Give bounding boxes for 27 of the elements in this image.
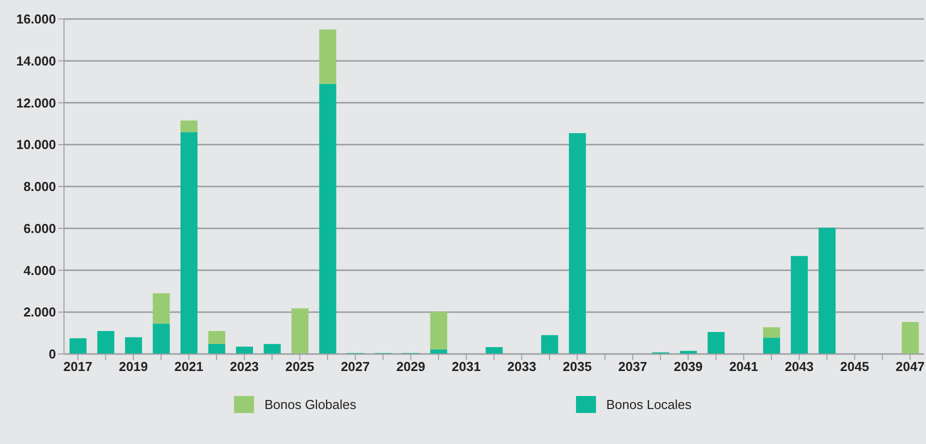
y-tick-label: 10.000 [16,137,56,152]
x-tick-label: 2031 [452,359,481,374]
x-tick-label: 2039 [674,359,703,374]
x-tick-label: 2033 [507,359,536,374]
x-tick-label: 2037 [618,359,648,374]
x-tick-label: 2021 [174,359,204,374]
y-tick-label: 12.000 [16,95,56,110]
legend-label: Bonos Globales [264,397,356,412]
x-tick-label: 2043 [784,359,814,374]
x-tick-label: 2025 [285,359,314,374]
x-tick-label: 2019 [118,359,148,374]
x-tick-label: 2027 [340,359,370,374]
y-tick-label: 14.000 [16,53,56,68]
x-tick-label: 2035 [562,359,592,374]
x-tick-label: 2041 [729,359,758,374]
x-tick-label: 2017 [63,359,92,374]
legend-label: Bonos Locales [606,397,692,412]
x-tick-label: 2023 [230,359,259,374]
y-tick-label: 8.000 [23,179,56,194]
x-tick-label: 2047 [896,359,925,374]
y-tick-label: 6.000 [23,220,56,236]
y-tick-label: 4.000 [23,262,56,278]
x-tick-label: 2029 [396,359,426,374]
y-tick-label: 2.000 [23,304,56,320]
y-tick-label: 0 [48,346,56,362]
y-tick-label: 16.000 [16,12,56,27]
x-tick-label: 2045 [840,359,870,374]
